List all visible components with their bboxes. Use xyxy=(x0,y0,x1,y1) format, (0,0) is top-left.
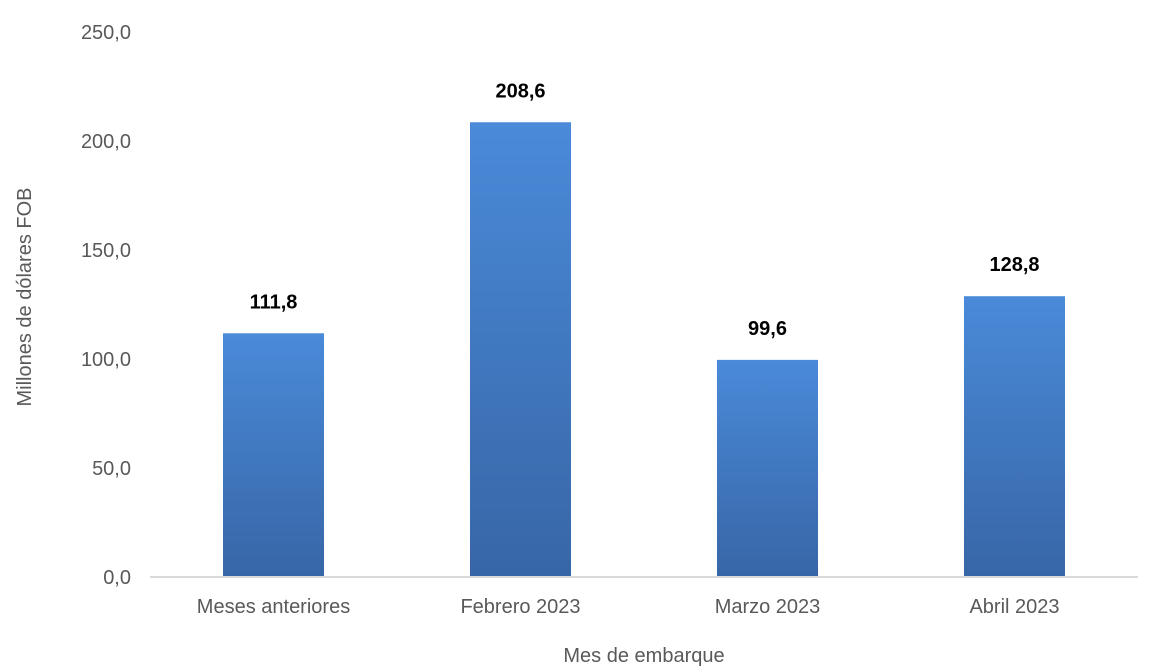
x-tick-label: Abril 2023 xyxy=(969,596,1059,618)
bar-value-label: 208,6 xyxy=(495,80,545,102)
x-tick-label: Marzo 2023 xyxy=(715,596,821,618)
bar-series xyxy=(223,122,1065,577)
data-labels: 111,8 208,6 99,6 128,8 xyxy=(250,80,1040,340)
y-tick-label: 50,0 xyxy=(92,458,131,480)
bar xyxy=(964,296,1065,577)
bar xyxy=(223,333,324,577)
y-axis-title: Millones de dólares FOB xyxy=(14,188,36,407)
x-axis-tick-labels: Meses anteriores Febrero 2023 Marzo 2023 Ab… xyxy=(197,596,1060,618)
y-tick-label: 0,0 xyxy=(103,567,131,589)
y-tick-label: 150,0 xyxy=(81,240,131,262)
y-tick-label: 100,0 xyxy=(81,349,131,371)
bar-value-label: 99,6 xyxy=(748,318,787,340)
bar-value-label: 128,8 xyxy=(989,254,1039,276)
x-tick-label: Febrero 2023 xyxy=(460,596,580,618)
bar xyxy=(717,359,818,577)
bar-value-label: 111,8 xyxy=(250,291,298,313)
bar xyxy=(470,122,571,577)
y-axis-tick-labels: 0,0 50,0 100,0 150,0 200,0 250,0 xyxy=(81,22,131,589)
y-tick-label: 250,0 xyxy=(81,22,131,44)
y-tick-label: 200,0 xyxy=(81,131,131,153)
x-tick-label: Meses anteriores xyxy=(197,596,350,618)
x-axis-title: Mes de embarque xyxy=(563,645,724,667)
